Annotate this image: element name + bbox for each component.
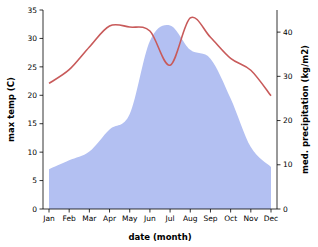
x-tick-label: Mar bbox=[82, 214, 97, 223]
y-axis-line bbox=[43, 10, 44, 209]
axes bbox=[43, 10, 277, 209]
x-tick bbox=[190, 209, 191, 213]
x-tick bbox=[210, 209, 211, 213]
x-axis-line bbox=[43, 209, 277, 210]
y-tick-label: 10 bbox=[27, 148, 37, 157]
y2-tick bbox=[277, 32, 281, 33]
y-tick-label: 35 bbox=[27, 6, 37, 15]
y-tick-label: 30 bbox=[27, 34, 37, 43]
x-tick bbox=[89, 209, 90, 213]
y2-tick bbox=[277, 209, 281, 210]
y2-tick-label: 40 bbox=[283, 28, 293, 37]
y-tick-label: 15 bbox=[27, 119, 37, 128]
y2-tick-label: 10 bbox=[283, 160, 293, 169]
x-tick-label: Aug bbox=[183, 214, 198, 223]
y-tick bbox=[40, 152, 44, 153]
y-axis-label: max temp (C) bbox=[6, 77, 16, 142]
x-tick bbox=[170, 209, 171, 213]
y2-tick bbox=[277, 120, 281, 121]
y-tick-label: 20 bbox=[27, 91, 37, 100]
y2-axis-label: med. precipitation (kg/m2) bbox=[300, 45, 310, 174]
plot-area bbox=[49, 17, 271, 209]
x-tick bbox=[69, 209, 70, 213]
x-tick bbox=[129, 209, 130, 213]
x-tick-label: Oct bbox=[224, 214, 237, 223]
x-tick-label: Jun bbox=[143, 214, 156, 223]
y2-tick bbox=[277, 164, 281, 165]
y-tick bbox=[40, 66, 44, 67]
y-tick-label: 25 bbox=[27, 63, 37, 72]
y-tick bbox=[40, 95, 44, 96]
y-tick bbox=[40, 209, 44, 210]
y-tick bbox=[40, 180, 44, 181]
y2-tick-label: 30 bbox=[283, 72, 293, 81]
x-tick-label: Nov bbox=[243, 214, 258, 223]
x-tick-label: Jan bbox=[42, 214, 55, 223]
y2-tick-label: 0 bbox=[283, 205, 288, 214]
x-tick bbox=[271, 209, 272, 213]
x-tick-label: Sep bbox=[203, 214, 217, 223]
x-axis-label: date (month) bbox=[128, 232, 191, 242]
x-tick bbox=[109, 209, 110, 213]
x-tick bbox=[149, 209, 150, 213]
chart: 0 5 10 15 20 25 30 35 0 10 20 30 40 Jan Feb Mar Apr May Ju… bbox=[0, 0, 318, 247]
y-tick-label: 0 bbox=[32, 205, 37, 214]
y-tick-label: 5 bbox=[32, 176, 37, 185]
x-tick bbox=[49, 209, 50, 213]
y-tick bbox=[40, 123, 44, 124]
x-tick bbox=[230, 209, 231, 213]
x-tick bbox=[250, 209, 251, 213]
temp-line bbox=[49, 17, 271, 96]
y2-tick-label: 20 bbox=[283, 116, 293, 125]
y2-axis-line bbox=[277, 10, 278, 209]
x-tick-label: Dec bbox=[264, 214, 279, 223]
y-tick bbox=[40, 38, 44, 39]
x-tick-label: Apr bbox=[103, 214, 117, 223]
y-tick bbox=[40, 10, 44, 11]
x-tick-label: May bbox=[122, 214, 138, 223]
x-tick-label: Feb bbox=[63, 214, 77, 223]
x-tick-label: Jul bbox=[165, 214, 175, 223]
y2-tick bbox=[277, 76, 281, 77]
